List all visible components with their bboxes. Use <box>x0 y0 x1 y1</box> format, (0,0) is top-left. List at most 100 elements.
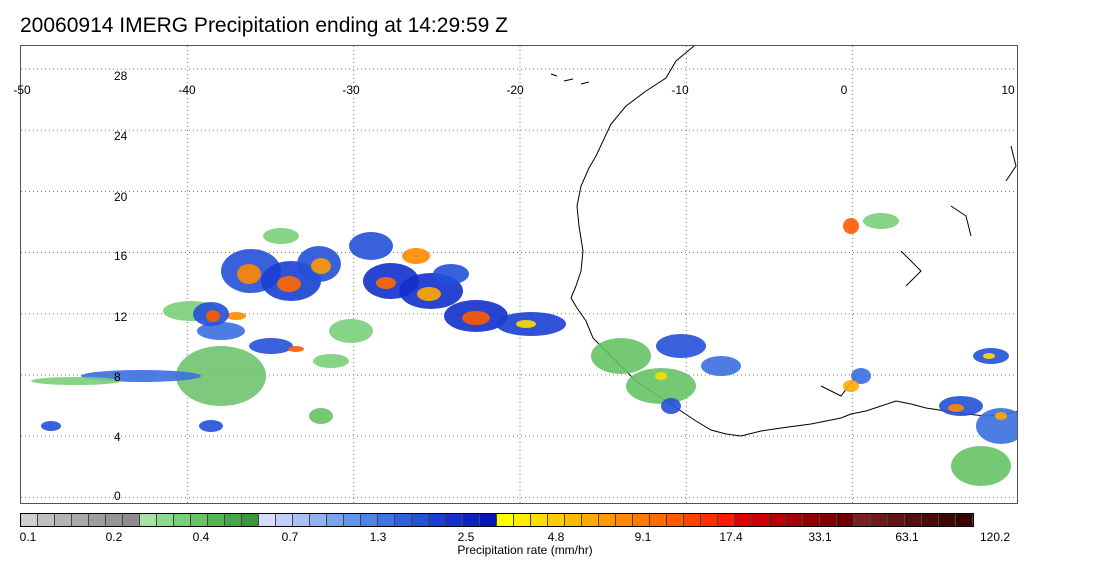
precip-cell <box>402 248 430 264</box>
inland-lakes <box>820 145 1017 397</box>
colorbar-segment <box>310 514 327 526</box>
precip-cell <box>843 218 859 234</box>
precip-cell <box>237 264 261 284</box>
colorbar-segment <box>327 514 344 526</box>
precip-cell <box>851 368 871 384</box>
colorbar-tick-label: 2.5 <box>457 530 475 544</box>
colorbar-segment <box>888 514 905 526</box>
precipitation-field <box>31 213 1017 486</box>
precip-cell <box>951 446 1011 486</box>
precip-cell <box>263 228 299 244</box>
map-canvas <box>21 46 1017 503</box>
precip-cell <box>948 404 964 412</box>
colorbar-segment <box>854 514 871 526</box>
colorbar-tick-label: 120.2 <box>979 530 1011 544</box>
precip-cell <box>226 312 246 320</box>
colorbar-segment <box>820 514 837 526</box>
colorbar-segment <box>106 514 123 526</box>
colorbar-tick-label: 1.3 <box>369 530 387 544</box>
colorbar-tick-label: 0.1 <box>19 530 37 544</box>
colorbar-segment <box>344 514 361 526</box>
lat-lon-grid <box>21 46 1017 503</box>
colorbar-segment <box>191 514 208 526</box>
precip-cell <box>249 338 293 354</box>
colorbar-segment <box>395 514 412 526</box>
colorbar-segment <box>225 514 242 526</box>
colorbar-tick-label: 0.4 <box>192 530 210 544</box>
map-title: 20060914 IMERG Precipitation ending at 1… <box>20 14 508 37</box>
precip-cell <box>661 398 681 414</box>
colorbar-segment <box>378 514 395 526</box>
colorbar-segment <box>922 514 939 526</box>
precip-cell <box>516 320 536 328</box>
precip-cell <box>176 346 266 406</box>
colorbar-segment <box>803 514 820 526</box>
lat-tick-label: 4 <box>114 430 121 444</box>
precip-cell <box>701 356 741 376</box>
colorbar-segment <box>752 514 769 526</box>
lat-tick-label: 24 <box>114 129 128 143</box>
colorbar-tick-label: 0.7 <box>281 530 299 544</box>
colorbar-segment <box>650 514 667 526</box>
colorbar-segment <box>565 514 582 526</box>
colorbar-segment <box>514 514 531 526</box>
precip-cell <box>863 213 899 229</box>
precip-cell <box>376 277 396 289</box>
colorbar-segment <box>616 514 633 526</box>
colorbar-segment <box>735 514 752 526</box>
colorbar-segment <box>548 514 565 526</box>
colorbar-segment <box>259 514 276 526</box>
colorbar-tick-label: 63.1 <box>895 530 919 544</box>
colorbar-segment <box>684 514 701 526</box>
precip-cell <box>995 412 1007 420</box>
lon-tick-label: 10 <box>1001 83 1015 97</box>
lon-tick-label: 0 <box>840 83 848 97</box>
precip-cell <box>433 264 469 284</box>
colorbar-segment <box>786 514 803 526</box>
precip-cell <box>311 258 331 274</box>
lat-tick-label: 20 <box>114 190 128 204</box>
precip-cell <box>983 353 995 359</box>
precip-cell <box>626 368 696 404</box>
canary-islands <box>550 73 590 85</box>
colorbar-segment <box>905 514 922 526</box>
colorbar-tick-label: 0.2 <box>105 530 123 544</box>
colorbar-segment <box>531 514 548 526</box>
precip-cell <box>655 372 667 380</box>
colorbar-segment <box>497 514 514 526</box>
colorbar-segment <box>276 514 293 526</box>
colorbar-segment <box>463 514 480 526</box>
colorbar-segment <box>157 514 174 526</box>
lat-tick-label: 16 <box>114 249 128 263</box>
colorbar-tick-label: 4.8 <box>547 530 565 544</box>
colorbar-tick-label: 33.1 <box>808 530 832 544</box>
colorbar-segment <box>956 514 973 526</box>
precip-cell <box>206 310 220 322</box>
precip-cell <box>417 287 441 301</box>
colorbar-tick-label: 9.1 <box>634 530 652 544</box>
colorbar-segment <box>667 514 684 526</box>
colorbar-segment <box>582 514 599 526</box>
colorbar-segment <box>429 514 446 526</box>
precipitation-map <box>20 45 1018 504</box>
colorbar-title: Precipitation rate (mm/hr) <box>457 543 593 557</box>
precip-cell <box>656 334 706 358</box>
coastline <box>550 46 1017 437</box>
colorbar-segment <box>55 514 72 526</box>
colorbar-segment <box>939 514 956 526</box>
colorbar-segment <box>89 514 106 526</box>
colorbar-segment <box>361 514 378 526</box>
lat-tick-label: 28 <box>114 69 128 83</box>
precip-cell <box>277 276 301 292</box>
lon-tick-label: -50 <box>13 83 31 97</box>
precipitation-colorbar <box>20 513 974 527</box>
colorbar-segment <box>480 514 497 526</box>
precip-cell <box>313 354 349 368</box>
colorbar-segment <box>769 514 786 526</box>
colorbar-segment <box>718 514 735 526</box>
colorbar-segment <box>633 514 650 526</box>
colorbar-segment <box>446 514 463 526</box>
colorbar-segment <box>837 514 854 526</box>
colorbar-segment <box>293 514 310 526</box>
colorbar-segment <box>140 514 157 526</box>
